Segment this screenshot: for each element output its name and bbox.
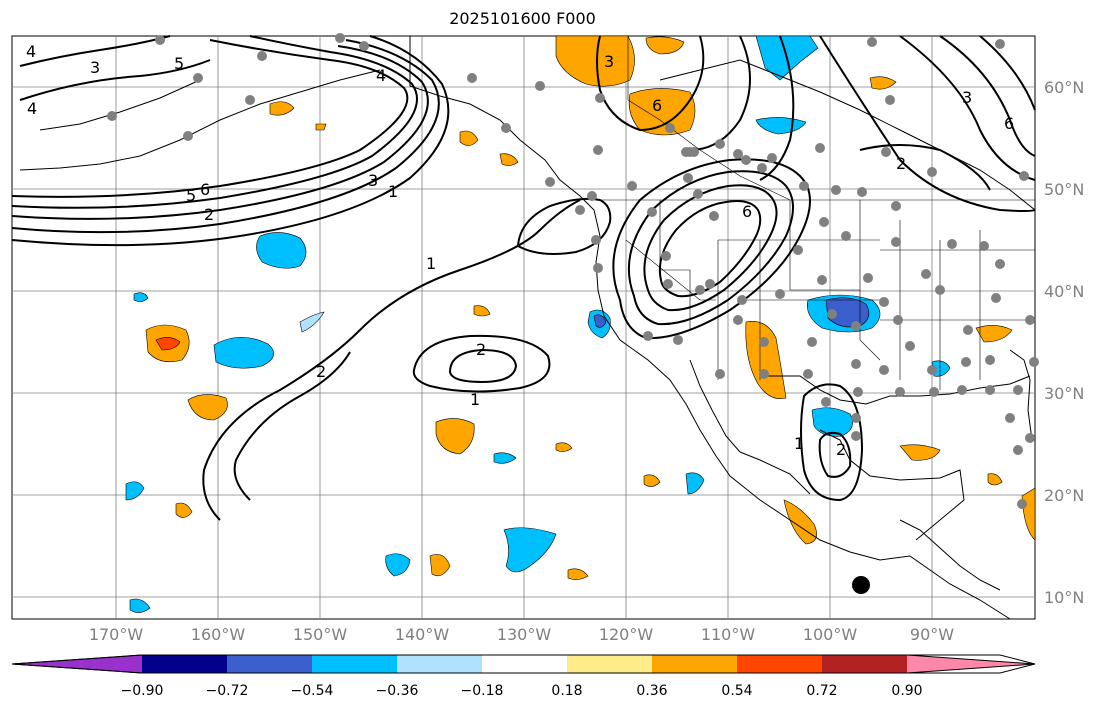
colorbar-label: 0.90 [891, 683, 923, 699]
state-borders [600, 36, 1035, 390]
lon-label: 160°W [190, 625, 246, 644]
lat-label: 10°N [1044, 588, 1085, 607]
colorbar-segment-1 [142, 655, 227, 673]
colorbar-label: 0.72 [806, 683, 838, 699]
station-markers [107, 33, 1039, 509]
contour-label: 1 [388, 182, 399, 201]
colorbar-label: −0.90 [120, 683, 164, 699]
lon-label: 100°W [802, 625, 858, 644]
contour-label: 6 [742, 202, 753, 221]
lat-label: 40°N [1044, 282, 1085, 301]
colorbar-segment-5 [482, 655, 567, 673]
lat-label: 60°N [1044, 78, 1085, 97]
colorbar-segment-0 [12, 655, 142, 673]
lon-label: 140°W [394, 625, 450, 644]
contour-label: 3 [962, 88, 973, 107]
colorbar-label: 0.36 [636, 683, 668, 699]
contour-label: 2 [476, 340, 487, 359]
contour-label: 2 [896, 154, 907, 173]
contour-label: 1 [470, 390, 481, 409]
contour-label: 2 [316, 362, 327, 381]
colorbar-label: 0.18 [551, 683, 583, 699]
colorbar-segment-8 [737, 655, 822, 673]
contour-label: 3 [604, 52, 615, 71]
colorbar-label: 0.54 [721, 683, 753, 699]
contour-label: 3 [90, 58, 101, 77]
contour-label: 1 [426, 254, 437, 273]
lon-label: 110°W [700, 625, 756, 644]
contour-label: 4 [376, 66, 387, 85]
colorbar-label: −0.18 [460, 683, 504, 699]
colorbar-segment-7 [652, 655, 737, 673]
contour-label: 2 [836, 440, 847, 459]
map-title: 2025101600 F000 [449, 9, 596, 28]
contour-label: 6 [1004, 114, 1015, 133]
contour-label: 6 [652, 96, 663, 115]
lat-label: 30°N [1044, 384, 1085, 403]
lon-label: 90°W [909, 625, 955, 644]
contour-label: 6 [200, 180, 211, 199]
lat-label: 20°N [1044, 486, 1085, 505]
colorbar-segment-10 [907, 655, 1035, 673]
colorbar-label: −0.54 [290, 683, 334, 699]
colorbar-label: −0.72 [205, 683, 249, 699]
contour-label: 5 [186, 186, 197, 205]
colorbar-segment-2 [227, 655, 312, 673]
coastlines [19, 36, 1036, 620]
contour-label: 4 [26, 42, 37, 61]
colorbar-label: −0.36 [375, 683, 419, 699]
contour-label: 5 [174, 54, 185, 73]
lon-label: 170°W [88, 625, 144, 644]
contour-lines [11, 35, 1036, 521]
contour-label: 4 [27, 99, 38, 118]
colorbar-segment-6 [567, 655, 652, 673]
colorbar-segment-9 [822, 655, 907, 673]
contour-label: 3 [368, 171, 379, 190]
colorbar-segment-3 [312, 655, 397, 673]
lon-label: 130°W [496, 625, 552, 644]
contour-label: 1 [794, 434, 805, 453]
lat-label: 50°N [1044, 180, 1085, 199]
anomaly-fills [125, 35, 1036, 613]
colorbar-segment-4 [397, 655, 482, 673]
black-marker [852, 576, 870, 594]
colorbar [11, 654, 1036, 674]
lon-label: 120°W [598, 625, 654, 644]
contour-label: 2 [204, 205, 215, 224]
lon-label: 150°W [292, 625, 348, 644]
